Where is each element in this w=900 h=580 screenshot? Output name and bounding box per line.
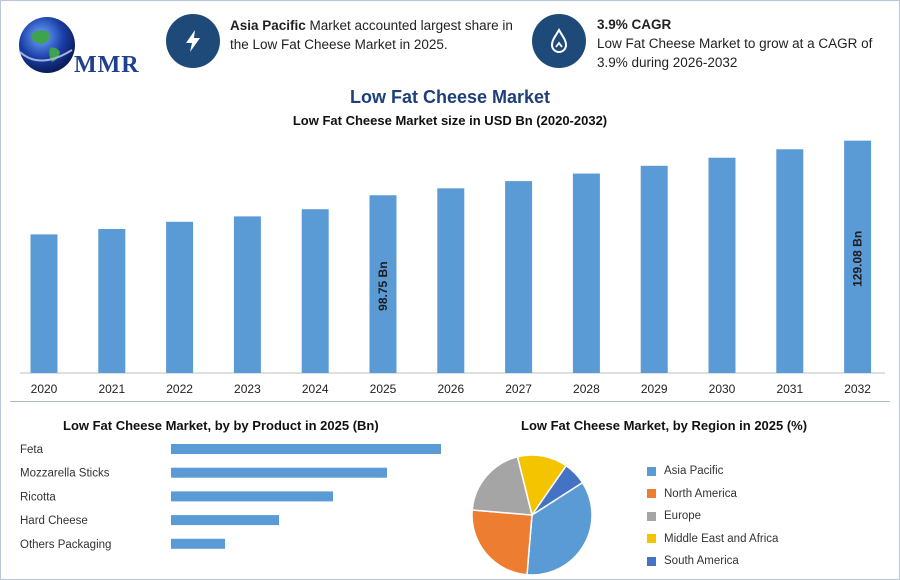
main-chart-subtitle: Low Fat Cheese Market size in USD Bn (20… bbox=[292, 113, 608, 128]
lightning-icon bbox=[166, 14, 220, 68]
bar-2022 bbox=[166, 221, 194, 373]
bar-2029 bbox=[640, 165, 668, 373]
region-legend: Asia Pacific North America Europe Middle Ea… bbox=[647, 460, 778, 573]
x-tick-label-2029: 2029 bbox=[641, 382, 668, 396]
legend-label-1: North America bbox=[664, 487, 737, 500]
bar-2026 bbox=[437, 188, 465, 373]
growth-drop-icon bbox=[532, 14, 586, 68]
product-bar-2 bbox=[171, 491, 333, 502]
x-tick-label-2032: 2032 bbox=[844, 382, 871, 396]
x-tick-label-2021: 2021 bbox=[98, 382, 125, 396]
legend-item-2: Europe bbox=[647, 505, 778, 528]
region-chart-title: Low Fat Cheese Market, by Region in 2025… bbox=[521, 418, 808, 433]
legend-swatch-4 bbox=[647, 556, 656, 566]
bar-2031 bbox=[776, 149, 804, 373]
bar-2030 bbox=[708, 157, 736, 373]
data-label-2032: 129.08 Bn bbox=[851, 231, 865, 287]
x-tick-label-2020: 2020 bbox=[31, 382, 58, 396]
bar-2032 bbox=[844, 140, 872, 373]
bar-2027 bbox=[505, 181, 533, 373]
pie-slice-1 bbox=[471, 509, 533, 576]
info-left-body: Market accounted largest share in the Lo… bbox=[230, 18, 513, 52]
product-label-4: Others Packaging bbox=[20, 539, 111, 551]
product-chart-title: Low Fat Cheese Market, by by Product in … bbox=[63, 418, 379, 433]
cagr-heading: 3.9% CAGR bbox=[597, 17, 672, 32]
product-label-1: Mozzarella Sticks bbox=[20, 468, 110, 480]
legend-swatch-0 bbox=[647, 466, 656, 476]
product-label-2: Ricotta bbox=[20, 491, 56, 503]
product-bar-4 bbox=[171, 538, 225, 549]
x-tick-label-2030: 2030 bbox=[709, 382, 736, 396]
legend-label-0: Asia Pacific bbox=[664, 465, 724, 478]
legend-item-4: South America bbox=[647, 550, 778, 573]
x-tick-label-2031: 2031 bbox=[776, 382, 803, 396]
bar-2024 bbox=[301, 209, 329, 373]
bar-2025 bbox=[369, 195, 397, 373]
bar-2028 bbox=[572, 173, 600, 373]
legend-swatch-2 bbox=[647, 511, 656, 521]
product-label-0: Feta bbox=[20, 444, 44, 456]
pie-slice-2 bbox=[471, 455, 533, 516]
x-tick-label-2026: 2026 bbox=[437, 382, 464, 396]
section-divider bbox=[10, 401, 890, 402]
globe-icon bbox=[19, 17, 75, 73]
bar-2023 bbox=[233, 216, 261, 373]
x-tick-label-2022: 2022 bbox=[166, 382, 193, 396]
x-tick-label-2028: 2028 bbox=[573, 382, 600, 396]
x-tick-label-2023: 2023 bbox=[234, 382, 261, 396]
info-left-text: Asia Pacific Market accounted largest sh… bbox=[230, 16, 530, 54]
region-pie-chart bbox=[471, 454, 593, 576]
legend-label-2: Europe bbox=[664, 510, 702, 523]
legend-item-0: Asia Pacific bbox=[647, 460, 778, 483]
data-label-2025: 98.75 Bn bbox=[376, 261, 390, 310]
mmr-logo: MMR bbox=[14, 12, 144, 82]
pie-slice-4 bbox=[531, 464, 584, 516]
main-chart-title: Low Fat Cheese Market bbox=[349, 87, 551, 107]
legend-item-1: North America bbox=[647, 483, 778, 506]
bar-2020 bbox=[30, 234, 58, 373]
info-right-text: 3.9% CAGR Low Fat Cheese Market to grow … bbox=[597, 15, 887, 72]
product-bar-3 bbox=[171, 515, 279, 526]
legend-swatch-1 bbox=[647, 489, 656, 499]
cagr-description: Low Fat Cheese Market to grow at a CAGR … bbox=[597, 36, 873, 70]
legend-item-3: Middle East and Africa bbox=[647, 528, 778, 551]
info-left-highlight: Asia Pacific bbox=[230, 18, 306, 33]
legend-label-3: Middle East and Africa bbox=[664, 532, 779, 545]
product-bar-0 bbox=[171, 444, 441, 454]
market-size-bar-chart: 2020 2021 2022 2023 2024 2025 98.75 Bn 2026 2027… bbox=[20, 140, 885, 396]
logo-text: MMR bbox=[74, 52, 140, 78]
product-label-3: Hard Cheese bbox=[20, 515, 88, 527]
product-bar-chart: Feta Mozzarella Sticks Ricotta Hard Cheese O… bbox=[20, 444, 441, 551]
bar-2021 bbox=[98, 229, 126, 373]
legend-swatch-3 bbox=[647, 534, 656, 544]
x-tick-label-2027: 2027 bbox=[505, 382, 532, 396]
pie-slice-0 bbox=[526, 481, 593, 576]
product-bar-1 bbox=[171, 467, 387, 478]
x-tick-label-2024: 2024 bbox=[302, 382, 329, 396]
x-tick-label-2025: 2025 bbox=[370, 382, 397, 396]
legend-label-4: South America bbox=[664, 555, 739, 568]
